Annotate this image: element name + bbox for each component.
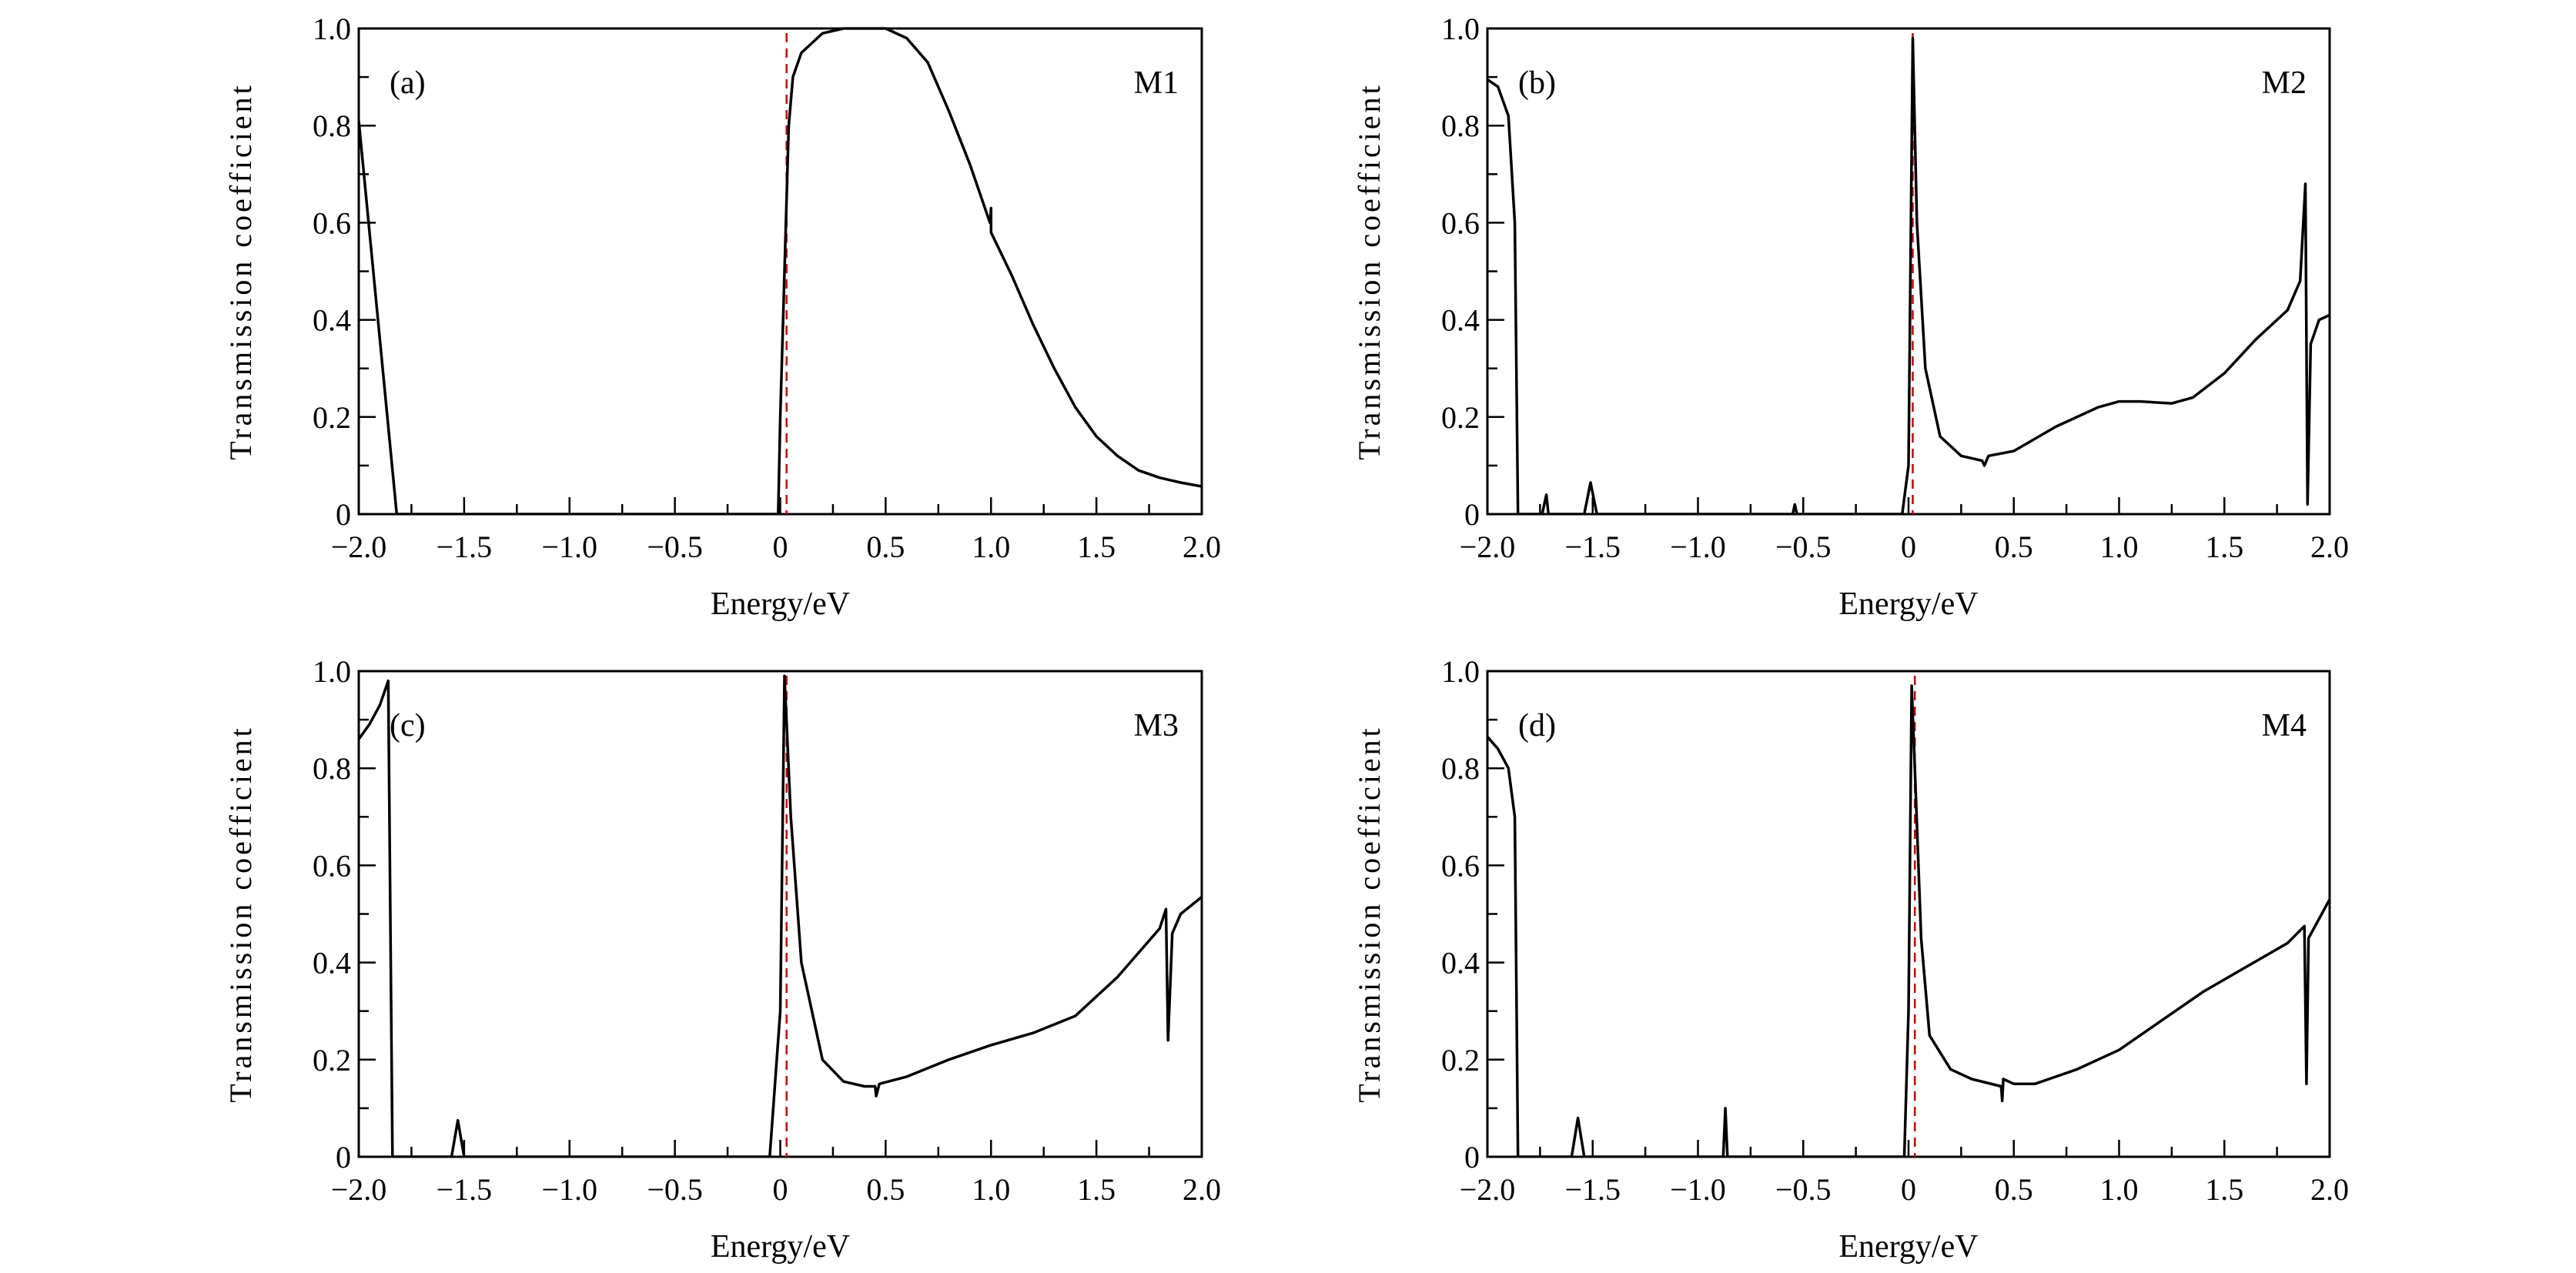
- y-tick-label: 0.2: [1441, 1043, 1480, 1078]
- x-tick-label: −0.5: [1775, 530, 1832, 564]
- transmission-curve: [359, 27, 1202, 514]
- x-tick-label: −0.5: [1775, 1172, 1832, 1207]
- x-tick-label: −2.0: [331, 1172, 387, 1207]
- x-tick-label: 0: [1901, 1172, 1916, 1207]
- x-tick-label: 1.0: [972, 1172, 1010, 1207]
- x-tick-label: −2.0: [1460, 530, 1516, 564]
- x-tick-label: 1.0: [2100, 530, 2139, 564]
- x-tick-label: −1.5: [437, 1172, 493, 1207]
- x-tick-label: −1.0: [1670, 1172, 1726, 1207]
- y-tick-label: 0.2: [313, 400, 351, 435]
- x-tick-label: −2.0: [331, 530, 387, 564]
- y-axis-label: Transmission coefficient: [223, 725, 258, 1102]
- x-tick-label: −1.0: [1670, 530, 1726, 564]
- x-tick-label: −1.5: [1564, 530, 1621, 564]
- x-tick-label: −1.0: [541, 1172, 597, 1207]
- y-tick-label: 0.6: [313, 848, 351, 883]
- y-tick-label: 1.0: [313, 654, 351, 689]
- model-label: M4: [2262, 708, 2307, 743]
- x-tick-label: 1.5: [1077, 530, 1116, 564]
- x-tick-label: 0.5: [866, 530, 905, 564]
- x-axis-label: Energy/eV: [711, 1229, 850, 1265]
- y-tick-label: 0.2: [1441, 400, 1480, 435]
- x-tick-label: −0.5: [647, 1172, 703, 1207]
- x-axis-label: Energy/eV: [711, 586, 850, 622]
- y-tick-label: 0.2: [313, 1043, 351, 1078]
- x-tick-label: 2.0: [2310, 530, 2349, 564]
- y-tick-label: 0.6: [313, 205, 351, 240]
- y-tick-label: 0.4: [1441, 946, 1480, 981]
- panel-c: −2.0 −1.5 −1.0 −0.5 0 0.5 1.0 1.5 2.0 0 0.2 0.4 0.6 0…: [223, 654, 1221, 1265]
- x-tick-label: 2.0: [2310, 1172, 2349, 1207]
- x-tick-label: −1.5: [437, 530, 493, 564]
- y-tick-label: 0: [336, 1140, 351, 1174]
- y-tick-label: 1.0: [1441, 12, 1480, 46]
- panel-a: −2.0 −1.5 −1.0 −0.5 0 0.5 1.0 1.5 2.0 0 0.2 0.4 0.6 0…: [223, 12, 1221, 622]
- y-tick-label: 0.4: [313, 303, 351, 338]
- x-tick-label: −1.5: [1564, 1172, 1621, 1207]
- y-axis-label: Transmission coefficient: [1352, 725, 1387, 1102]
- y-tick-label: 0.8: [1441, 109, 1480, 143]
- x-tick-label: 0: [773, 1172, 788, 1207]
- x-tick-label: 1.5: [2205, 1172, 2243, 1207]
- y-tick-label: 1.0: [313, 12, 351, 46]
- y-tick-label: 0.8: [313, 109, 351, 143]
- x-axis-label: Energy/eV: [1838, 586, 1978, 622]
- y-tick-label: 0.4: [313, 946, 351, 981]
- transmission-curve: [1487, 36, 2330, 514]
- panel-label: (b): [1518, 65, 1556, 101]
- y-tick-label: 0: [1464, 497, 1480, 532]
- x-tick-label: −1.0: [541, 530, 597, 564]
- panel-label: (a): [390, 65, 426, 101]
- y-axis-label: Transmission coefficient: [1352, 82, 1387, 459]
- x-tick-label: 0: [773, 530, 788, 564]
- y-tick-label: 0.6: [1441, 205, 1480, 240]
- panel-label: (c): [390, 708, 426, 743]
- x-tick-label: 0: [1901, 530, 1916, 564]
- model-label: M1: [1134, 65, 1179, 101]
- panel-b: −2.0 −1.5 −1.0 −0.5 0 0.5 1.0 1.5 2.0 0 0.2 0.4 0.6 0…: [1352, 12, 2349, 622]
- x-tick-label: −0.5: [647, 530, 703, 564]
- y-tick-label: 0.8: [313, 751, 351, 786]
- y-tick-label: 0.4: [1441, 303, 1480, 338]
- model-label: M2: [2262, 65, 2307, 101]
- x-tick-label: 0.5: [1995, 1172, 2033, 1207]
- y-tick-label: 0: [336, 497, 351, 532]
- x-tick-label: 2.0: [1183, 1172, 1221, 1207]
- x-tick-label: 0.5: [866, 1172, 905, 1207]
- x-tick-label: 1.0: [972, 530, 1010, 564]
- y-tick-label: 0: [1464, 1140, 1480, 1174]
- transmission-curve: [359, 674, 1202, 1157]
- transmission-curve: [1487, 684, 2330, 1157]
- x-tick-label: −2.0: [1460, 1172, 1516, 1207]
- y-axis-label: Transmission coefficient: [223, 82, 258, 459]
- x-tick-label: 1.5: [1077, 1172, 1116, 1207]
- y-tick-label: 1.0: [1441, 654, 1480, 689]
- x-axis-label: Energy/eV: [1838, 1229, 1978, 1265]
- y-tick-label: 0.8: [1441, 751, 1480, 786]
- x-tick-label: 1.0: [2100, 1172, 2139, 1207]
- panel-d: −2.0 −1.5 −1.0 −0.5 0 0.5 1.0 1.5 2.0 0 0.2 0.4 0.6 0…: [1352, 654, 2349, 1265]
- y-tick-label: 0.6: [1441, 848, 1480, 883]
- x-tick-label: 0.5: [1995, 530, 2033, 564]
- panel-label: (d): [1518, 708, 1556, 743]
- x-tick-label: 2.0: [1183, 530, 1221, 564]
- model-label: M3: [1134, 708, 1179, 743]
- x-tick-label: 1.5: [2205, 530, 2243, 564]
